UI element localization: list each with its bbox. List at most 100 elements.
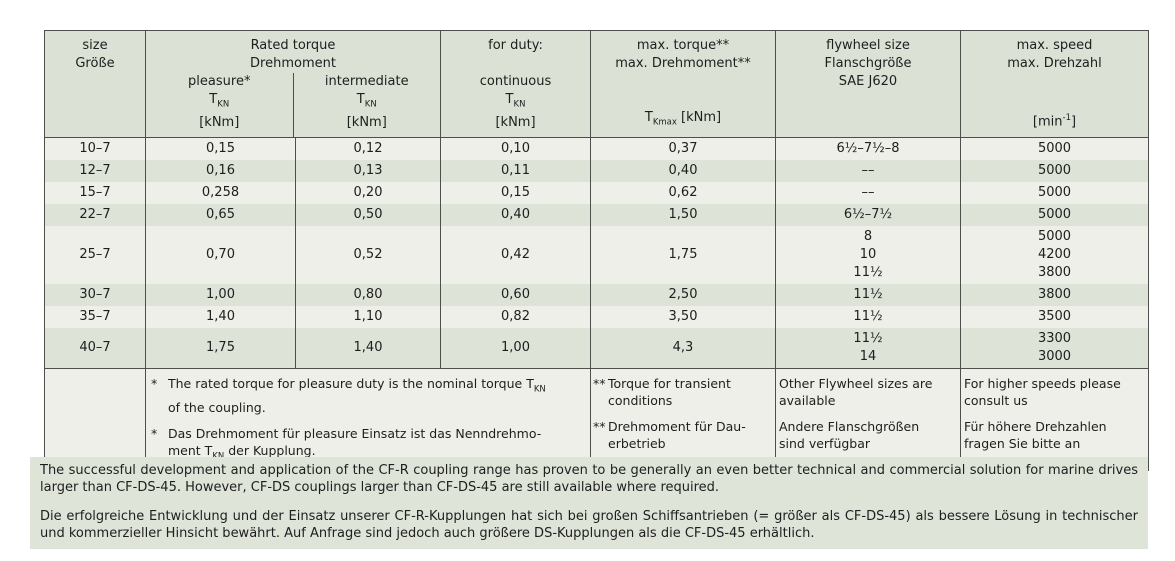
table-row: 30–7 1,00 0,80 0,60 2,50 11½ 3800 bbox=[44, 284, 1149, 306]
table-row: 25–7 0,70 0,52 0,42 1,75 8 10 11½ 5000 4200 3800 bbox=[44, 226, 1149, 284]
pleasure-torque-cell: 1,40 bbox=[145, 306, 296, 328]
header-max-torque-label: max. torque** max. Drehmoment** TKmax [kNm… bbox=[615, 38, 751, 128]
intermediate-torque-cell: 0,80 bbox=[295, 284, 441, 306]
footnote-speed-en: For higher speeds please consult us bbox=[964, 376, 1121, 408]
footnote-text: Torque for transient conditions bbox=[608, 376, 731, 408]
max-speed-cell: 3300 3000 bbox=[960, 328, 1149, 369]
pleasure-torque-cell: 0,16 bbox=[145, 160, 296, 182]
header-size-label: size Größe bbox=[75, 38, 115, 71]
max-torque-cell: 1,75 bbox=[590, 226, 776, 284]
max-torque-cell: 3,50 bbox=[590, 306, 776, 328]
size-cell: 25–7 bbox=[44, 226, 146, 284]
table-row: 10–7 0,15 0,12 0,10 0,37 6½–7½–8 5000 bbox=[44, 137, 1149, 160]
max-speed-cell: 5000 bbox=[960, 182, 1149, 204]
header-flywheel-size-label: flywheel size Flanschgröße SAE J620 bbox=[824, 38, 912, 89]
notes-block: The successful development and applicati… bbox=[30, 457, 1148, 549]
size-cell: 22–7 bbox=[44, 204, 146, 226]
footnote-torque-en: ** Torque for transient conditions bbox=[593, 375, 771, 409]
intermediate-torque-cell: 0,50 bbox=[295, 204, 441, 226]
footnote-text: Das Drehmoment für pleasure Einsatz ist … bbox=[168, 425, 542, 462]
header-rated-torque-group: Rated torque Drehmoment pleasure* TKN [kNm]… bbox=[145, 30, 441, 138]
pleasure-torque-cell: 1,00 bbox=[145, 284, 296, 306]
flywheel-size-cell: 11½ bbox=[775, 306, 961, 328]
header-for-duty-label: for duty: continuous TKN [kNm] bbox=[479, 38, 552, 130]
max-torque-cell: 2,50 bbox=[590, 284, 776, 306]
header-flywheel-size: flywheel size Flanschgröße SAE J620 bbox=[775, 30, 961, 138]
max-speed-cell: 3800 bbox=[960, 284, 1149, 306]
max-speed-cell: 5000 bbox=[960, 204, 1149, 226]
pleasure-torque-cell: 1,75 bbox=[145, 328, 296, 369]
max-speed-cell: 5000 bbox=[960, 160, 1149, 182]
table-row: 15–7 0,258 0,20 0,15 0,62 –– 5000 bbox=[44, 182, 1149, 204]
footnote-rated-cell: * The rated torque for pleasure duty is … bbox=[145, 368, 591, 471]
footnote-marker: ** bbox=[593, 376, 606, 391]
max-torque-cell: 0,40 bbox=[590, 160, 776, 182]
size-cell: 40–7 bbox=[44, 328, 146, 369]
continuous-torque-cell: 0,10 bbox=[440, 137, 591, 160]
table-row: 35–7 1,40 1,10 0,82 3,50 11½ 3500 bbox=[44, 306, 1149, 328]
pleasure-torque-cell: 0,15 bbox=[145, 137, 296, 160]
footnote-flywheel-cell: Other Flywheel sizes are available Andere… bbox=[775, 368, 961, 471]
footnote-rated-de: * Das Drehmoment für pleasure Einsatz is… bbox=[151, 425, 586, 466]
max-torque-cell: 0,62 bbox=[590, 182, 776, 204]
intermediate-torque-cell: 0,52 bbox=[295, 226, 441, 284]
max-torque-cell: 4,3 bbox=[590, 328, 776, 369]
header-size: size Größe bbox=[44, 30, 146, 138]
header-for-duty-continuous: for duty: continuous TKN [kNm] bbox=[440, 30, 591, 138]
pleasure-torque-cell: 0,70 bbox=[145, 226, 296, 284]
flywheel-size-cell: 6½–7½–8 bbox=[775, 137, 961, 160]
continuous-torque-cell: 0,60 bbox=[440, 284, 591, 306]
intermediate-torque-cell: 1,40 bbox=[295, 328, 441, 369]
pleasure-torque-cell: 0,258 bbox=[145, 182, 296, 204]
footnote-rated-en: * The rated torque for pleasure duty is … bbox=[151, 375, 586, 416]
size-cell: 15–7 bbox=[44, 182, 146, 204]
size-cell: 35–7 bbox=[44, 306, 146, 328]
continuous-torque-cell: 0,11 bbox=[440, 160, 591, 182]
table-row: 12–7 0,16 0,13 0,11 0,40 –– 5000 bbox=[44, 160, 1149, 182]
footnote-text: The rated torque for pleasure duty is th… bbox=[168, 376, 546, 415]
table-body: 10–7 0,15 0,12 0,10 0,37 6½–7½–8 5000 12–7 0,16 0… bbox=[44, 137, 1149, 369]
max-torque-cell: 0,37 bbox=[590, 137, 776, 160]
header-rated-torque-title: Rated torque Drehmoment bbox=[250, 38, 336, 71]
footnote-marker: ** bbox=[593, 419, 606, 434]
continuous-torque-cell: 0,15 bbox=[440, 182, 591, 204]
intermediate-torque-cell: 1,10 bbox=[295, 306, 441, 328]
flywheel-size-cell: 11½ 14 bbox=[775, 328, 961, 369]
intermediate-torque-cell: 0,20 bbox=[295, 182, 441, 204]
header-pleasure: pleasure* TKN [kNm] bbox=[188, 74, 251, 130]
table-row: 40–7 1,75 1,40 1,00 4,3 11½ 14 3300 3000 bbox=[44, 328, 1149, 369]
note-english: The successful development and applicati… bbox=[40, 463, 1138, 495]
max-speed-cell: 3500 bbox=[960, 306, 1149, 328]
coupling-spec-table: size Größe Rated torque Drehmoment pleasur… bbox=[44, 30, 1149, 471]
continuous-torque-cell: 0,42 bbox=[440, 226, 591, 284]
footnote-empty-cell bbox=[44, 368, 146, 471]
flywheel-size-cell: –– bbox=[775, 160, 961, 182]
coupling-spec-table-section: size Größe Rated torque Drehmoment pleasur… bbox=[44, 30, 1149, 471]
footnote-text: Drehmoment für Dau-erbetrieb bbox=[608, 419, 746, 451]
max-speed-cell: 5000 bbox=[960, 137, 1149, 160]
max-torque-cell: 1,50 bbox=[590, 204, 776, 226]
flywheel-size-cell: 8 10 11½ bbox=[775, 226, 961, 284]
footnote-torque-de: ** Drehmoment für Dau-erbetrieb bbox=[593, 418, 771, 452]
flywheel-size-cell: –– bbox=[775, 182, 961, 204]
footnote-flywheel-en: Other Flywheel sizes are available bbox=[779, 376, 933, 408]
max-speed-cell: 5000 4200 3800 bbox=[960, 226, 1149, 284]
intermediate-torque-cell: 0,13 bbox=[295, 160, 441, 182]
table-row: 22–7 0,65 0,50 0,40 1,50 6½–7½ 5000 bbox=[44, 204, 1149, 226]
continuous-torque-cell: 1,00 bbox=[440, 328, 591, 369]
size-cell: 30–7 bbox=[44, 284, 146, 306]
header-max-speed-label: max. speed max. Drehzahl [min-1] bbox=[1007, 38, 1102, 130]
continuous-torque-cell: 0,82 bbox=[440, 306, 591, 328]
footnote-torque-cell: ** Torque for transient conditions ** Dre… bbox=[590, 368, 776, 471]
header-max-speed: max. speed max. Drehzahl [min-1] bbox=[960, 30, 1149, 138]
flywheel-size-cell: 11½ bbox=[775, 284, 961, 306]
pleasure-torque-cell: 0,65 bbox=[145, 204, 296, 226]
footnote-flywheel-de: Andere Flanschgrößen sind verfügbar bbox=[779, 419, 920, 451]
header-intermediate: intermediate TKN [kNm] bbox=[292, 73, 441, 137]
header-max-torque: max. torque** max. Drehmoment** TKmax [kNm… bbox=[590, 30, 776, 138]
size-cell: 10–7 bbox=[44, 137, 146, 160]
footnote-speed-cell: For higher speeds please consult us Für h… bbox=[960, 368, 1149, 471]
table-header-row: size Größe Rated torque Drehmoment pleasur… bbox=[44, 30, 1149, 138]
flywheel-size-cell: 6½–7½ bbox=[775, 204, 961, 226]
footnote-speed-de: Für höhere Drehzahlen fragen Sie bitte an bbox=[964, 419, 1107, 451]
